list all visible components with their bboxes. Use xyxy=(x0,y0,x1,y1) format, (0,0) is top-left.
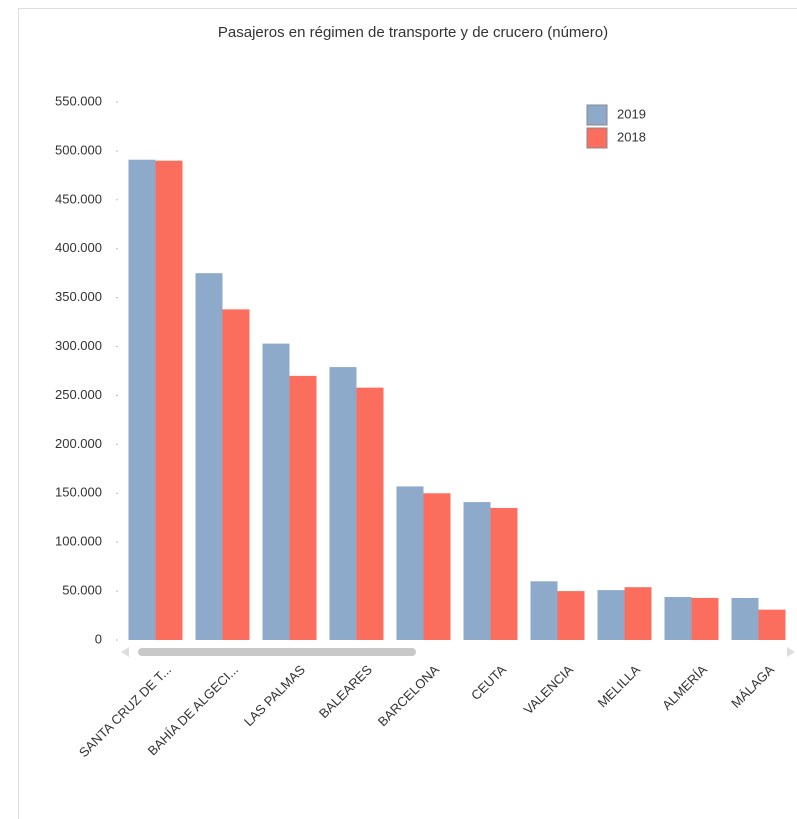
legend-swatch xyxy=(586,104,608,126)
x-tick-label: MELILLA xyxy=(595,662,644,711)
bar xyxy=(597,590,625,640)
bar xyxy=(490,507,518,640)
bar xyxy=(128,159,156,641)
y-tick-label: 150.000 xyxy=(55,485,102,500)
bar xyxy=(262,343,290,640)
chart-title: Pasajeros en régimen de transporte y de … xyxy=(218,24,608,41)
bar xyxy=(396,486,424,640)
y-tick-label: 400.000 xyxy=(55,240,102,255)
bar xyxy=(289,375,317,640)
bar xyxy=(356,387,384,640)
scroll-left[interactable] xyxy=(121,647,129,657)
bar xyxy=(222,309,250,640)
legend-label: 2019 xyxy=(617,106,646,121)
bar xyxy=(530,581,558,640)
bar xyxy=(758,609,786,640)
x-tick-label: BARCELONA xyxy=(375,662,443,730)
bar xyxy=(463,502,491,640)
y-tick-label: 0 xyxy=(95,631,102,646)
bar xyxy=(624,587,652,640)
x-tick-label: ALMERÍA xyxy=(659,662,710,713)
bar xyxy=(195,273,223,640)
y-tick-label: 450.000 xyxy=(55,191,102,206)
x-tick-label: MÁLAGA xyxy=(728,662,777,711)
legend-label: 2018 xyxy=(617,129,646,144)
y-tick-label: 350.000 xyxy=(55,289,102,304)
bar xyxy=(423,493,451,640)
legend-swatch xyxy=(586,127,608,149)
bar xyxy=(557,591,585,640)
bar xyxy=(691,597,719,640)
x-tick-label: BALEARES xyxy=(316,662,375,721)
x-tick-label: LAS PALMAS xyxy=(241,662,308,729)
y-tick-label: 500.000 xyxy=(55,142,102,157)
x-tick-label: CEUTA xyxy=(468,662,509,703)
chart-frame xyxy=(18,8,797,819)
bar xyxy=(329,367,357,640)
scrollbar-thumb[interactable] xyxy=(138,648,416,656)
x-tick-label: VALENCIA xyxy=(521,662,577,718)
y-tick-label: 550.000 xyxy=(55,93,102,108)
y-tick-label: 100.000 xyxy=(55,534,102,549)
bar xyxy=(731,597,759,640)
scroll-right[interactable] xyxy=(787,647,795,657)
y-tick-label: 250.000 xyxy=(55,387,102,402)
bar xyxy=(155,160,183,640)
y-tick-label: 50.000 xyxy=(62,583,102,598)
y-tick-label: 300.000 xyxy=(55,338,102,353)
bar xyxy=(664,596,692,640)
y-tick-label: 200.000 xyxy=(55,436,102,451)
